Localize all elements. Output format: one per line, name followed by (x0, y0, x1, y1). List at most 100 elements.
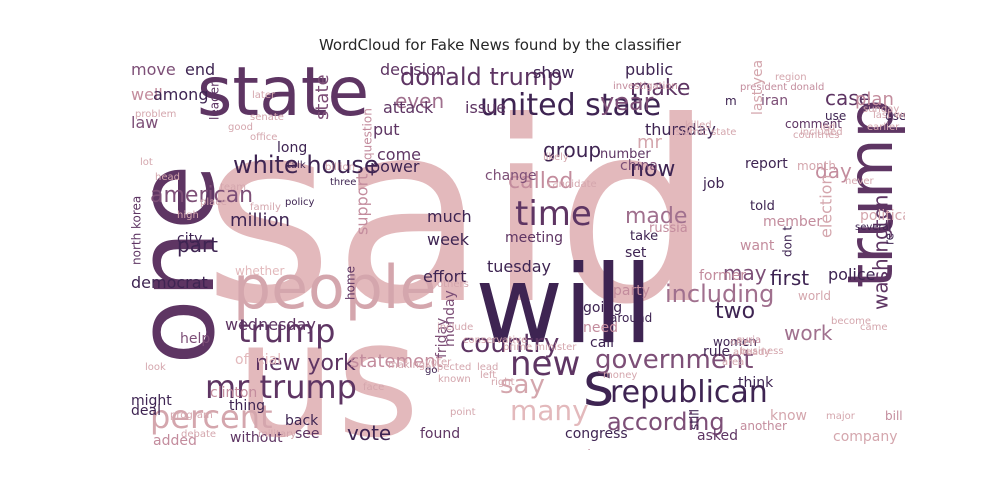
word-making: making (388, 360, 425, 371)
word-look: look (145, 362, 166, 373)
word-group: group (543, 138, 601, 162)
word-political: political (860, 208, 905, 224)
word-people: people (233, 253, 436, 323)
word-job: job (702, 176, 724, 192)
word-much: much (427, 207, 472, 226)
word-m: m (725, 94, 737, 108)
word-city: city (177, 231, 202, 247)
word-percent: percent (150, 398, 273, 436)
word-region: region (775, 72, 807, 83)
word-white-house: white house (233, 151, 379, 179)
word-high: high (177, 210, 199, 221)
word-clinton: clinton (210, 385, 257, 401)
word-will: will (475, 243, 653, 368)
word-home: home (344, 266, 358, 300)
word-member: member (763, 214, 822, 230)
word-might: might (131, 393, 172, 409)
word-want: want (740, 238, 775, 254)
word-former: former (699, 268, 746, 284)
word-sunday: sunday (863, 104, 899, 115)
word-friday: friday (434, 318, 450, 358)
word-right: right (491, 377, 515, 388)
word-investigation: investigation (613, 81, 678, 92)
word-state: state (312, 74, 333, 120)
word-new: new (510, 344, 580, 384)
word-already: already (733, 347, 770, 358)
word-trump: trump (238, 312, 335, 350)
word-deal: deal (131, 403, 161, 419)
word-move: move (131, 60, 176, 79)
word-likely: likely (543, 152, 569, 163)
word-leader: leader (208, 82, 222, 120)
word-debate: debate (181, 429, 216, 440)
word-make: make (630, 76, 690, 101)
word-washington: washington (869, 195, 893, 310)
word-never: never (845, 176, 875, 187)
word-now: now (630, 157, 675, 182)
word-mr: mr (637, 132, 663, 153)
word-among: among (153, 85, 208, 104)
word-work: work (784, 321, 833, 345)
word-family: family (250, 202, 281, 213)
word-tuesday: tuesday (487, 257, 551, 276)
word-vote: vote (347, 421, 391, 445)
word-state: state (197, 60, 369, 132)
word-another: another (740, 419, 787, 433)
word-three: three (330, 177, 356, 188)
word-s: s (583, 350, 614, 420)
word-number: number (600, 147, 651, 162)
word-us: us (235, 286, 420, 450)
word-question: question (361, 108, 375, 160)
word-first: first (770, 266, 809, 290)
word-included: included (800, 127, 843, 138)
word-party: party (613, 283, 650, 299)
word-billion: billion (325, 162, 355, 173)
word-said: said (203, 68, 715, 359)
word-report: report (745, 156, 788, 172)
word-earlier: earlier (867, 122, 900, 133)
word-led: led (820, 122, 835, 133)
word-china: china (620, 158, 658, 174)
word-election: election (817, 174, 836, 238)
word-expected: expected (425, 362, 471, 373)
word-donald-trump: donald trump (400, 63, 562, 91)
word-country: country (460, 329, 559, 359)
word-may: may (723, 261, 767, 285)
word-congress: congress (565, 426, 628, 442)
word-show: show (533, 63, 574, 82)
word-made: made (625, 204, 687, 229)
word-going: going (583, 300, 622, 316)
word-united-state: united state (480, 88, 661, 123)
word-according: according (607, 408, 725, 436)
word-even: even (395, 89, 444, 113)
word-public: public (625, 60, 673, 79)
word-new-york: new york (255, 351, 356, 376)
word-point: point (450, 407, 476, 418)
word-power: power (370, 157, 420, 176)
word-two: two (715, 299, 755, 324)
word-day: day (815, 159, 852, 183)
word-place: place (200, 197, 227, 208)
word-syria: syria (737, 335, 761, 346)
word-well: well (131, 85, 163, 104)
word-set: set (625, 245, 647, 261)
word-business: business (740, 346, 784, 357)
word-north-korea: north korea (130, 196, 144, 265)
word-mr-trump: mr trump (205, 368, 357, 406)
word-added: added (153, 433, 197, 449)
word-rule: rule (703, 344, 730, 360)
word-islamic-state: islamic state (673, 127, 736, 138)
word-million: million (230, 210, 290, 231)
word-say: say (500, 370, 545, 400)
word-company: company (833, 429, 898, 445)
word-comment: comment (785, 117, 842, 131)
word-see: see (295, 426, 320, 442)
word-found: found (420, 426, 460, 442)
word-don-t: don t (781, 226, 795, 257)
word-put: put (373, 120, 400, 139)
word-money: money (603, 370, 637, 381)
word-prime-minister: prime minister (503, 342, 577, 353)
word-candidate: candidate (547, 179, 597, 190)
word-iran: iran (761, 93, 788, 109)
word-call: call (590, 335, 614, 351)
